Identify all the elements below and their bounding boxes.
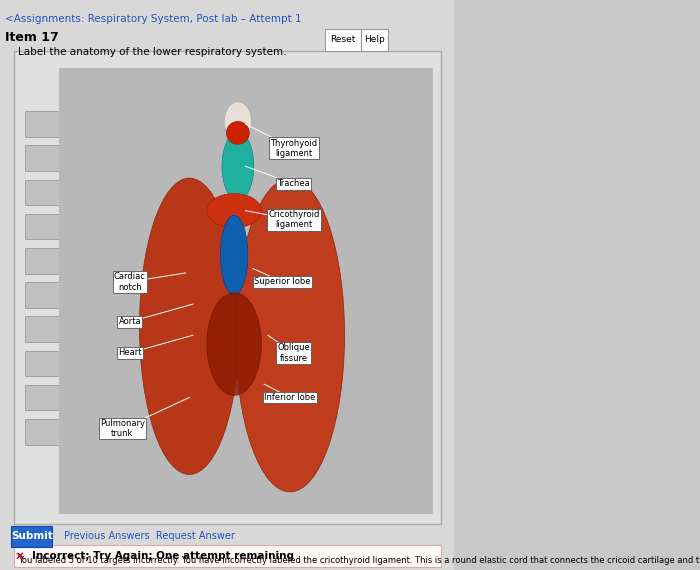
Text: Trachea: Trachea [277, 180, 310, 189]
Bar [25, 419, 62, 445]
Ellipse shape [227, 121, 249, 144]
Text: Inferior lobe: Inferior lobe [265, 393, 316, 402]
Text: Item 17: Item 17 [4, 31, 58, 44]
Bar [25, 145, 62, 171]
Text: Cardiac
notch: Cardiac notch [114, 272, 146, 291]
FancyBboxPatch shape [11, 526, 52, 547]
Text: Oblique
fissure: Oblique fissure [277, 343, 310, 363]
Bar [13, 545, 441, 567]
Text: Thyrohyoid
ligament: Thyrohyoid ligament [270, 139, 317, 158]
Ellipse shape [235, 178, 344, 492]
Ellipse shape [224, 102, 251, 142]
Text: You labeled 5 of 10 targets incorrectly. You have incorrectly labeled the cricot: You labeled 5 of 10 targets incorrectly.… [18, 556, 700, 565]
Text: Submit: Submit [11, 531, 52, 542]
Bar [25, 385, 62, 410]
Ellipse shape [220, 215, 248, 295]
Ellipse shape [207, 293, 261, 396]
Bar [25, 282, 62, 308]
Bar [25, 214, 62, 239]
Text: Superior lobe: Superior lobe [254, 278, 311, 286]
Text: <Assignments: Respiratory System, Post lab – Attempt 1: <Assignments: Respiratory System, Post l… [4, 14, 301, 25]
Text: Aorta: Aorta [118, 317, 141, 326]
Text: Heart: Heart [118, 348, 141, 357]
Text: ✕  Incorrect; Try Again; One attempt remaining: ✕ Incorrect; Try Again; One attempt rema… [16, 551, 294, 561]
Text: Cricothyroid
ligament: Cricothyroid ligament [268, 210, 319, 229]
Text: Reset: Reset [330, 35, 356, 44]
Ellipse shape [207, 194, 261, 228]
Bar [25, 248, 62, 274]
FancyBboxPatch shape [361, 28, 388, 51]
Bar [13, 51, 441, 524]
Bar [25, 180, 62, 205]
Ellipse shape [222, 132, 254, 201]
FancyBboxPatch shape [325, 28, 361, 51]
Bar [25, 316, 62, 342]
Text: Help: Help [365, 35, 385, 44]
Bar [59, 68, 432, 513]
Text: Previous Answers  Request Answer: Previous Answers Request Answer [64, 531, 234, 542]
Bar [59, 68, 432, 513]
Text: Label the anatomy of the lower respiratory system.: Label the anatomy of the lower respirato… [18, 47, 287, 57]
Text: Pulmonary
trunk: Pulmonary trunk [100, 419, 145, 438]
Ellipse shape [139, 178, 239, 474]
Bar [25, 351, 62, 376]
Bar [25, 111, 62, 137]
Text: ✕: ✕ [15, 551, 24, 561]
